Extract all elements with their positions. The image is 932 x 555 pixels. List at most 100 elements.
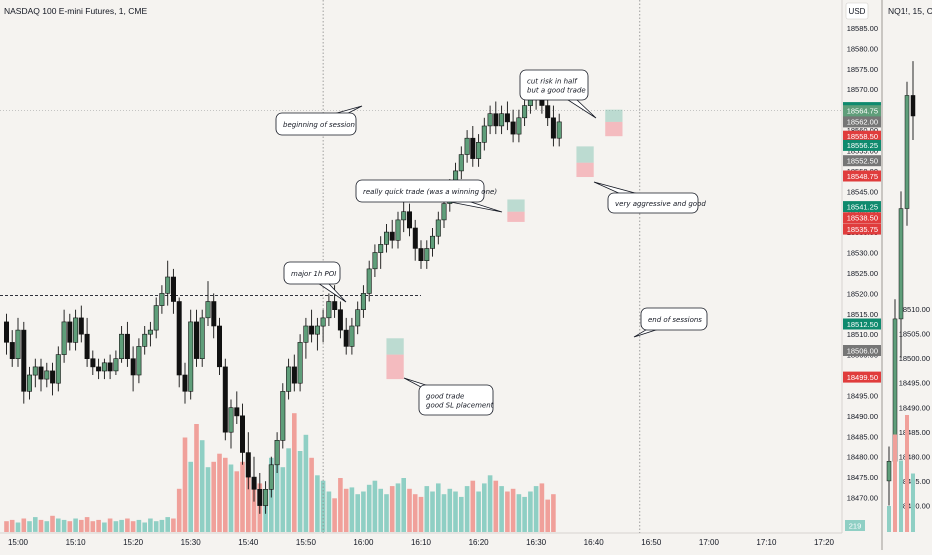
time-tick-label: 16:10 [411,538,432,547]
price-tick-label: 18470.00 [847,494,878,503]
candle-body [504,113,510,123]
candle-body [550,117,556,139]
candle-body [147,329,153,335]
reward-zone[interactable] [605,109,623,122]
candle-body [21,329,27,392]
candle-body [476,142,482,159]
candle-body [44,370,50,380]
currency-button[interactable] [845,2,869,20]
callout-mask [609,200,697,206]
price-tick-label: 18545.00 [847,187,878,196]
candle-body [124,333,130,360]
price-badge [843,371,881,383]
candle-body [349,325,355,347]
candle-body [355,309,361,327]
volume-bar [84,517,90,532]
candle-body [61,321,67,355]
reward-zone[interactable] [576,146,594,163]
price-badge-label: 18552.50 [847,157,878,166]
price-badge [843,170,881,182]
risk-zone[interactable] [576,162,594,178]
candles [4,85,562,514]
price-badge [843,212,881,224]
time-tick-label: 17:20 [814,538,835,547]
annotation-callout[interactable]: beginning of session [275,105,363,136]
candle-body [257,488,263,506]
candle-body [326,301,332,319]
candle-body [217,325,223,368]
candle-body [291,366,297,384]
price-tick-label: 18485.00 [847,432,878,441]
volume-bar [130,521,136,532]
candle-body [142,333,148,347]
reward-zone[interactable] [386,338,404,355]
annotations: beginning of session really quick trade (… [275,69,708,416]
price-tick-label: 18490.00 [847,412,878,421]
volume-bar [303,434,309,532]
candle-body [101,362,107,372]
callout-mask [285,270,339,276]
volume-bar [194,424,199,532]
annotation-callout[interactable]: end of sessions [633,307,708,338]
volume-bar [176,488,182,532]
candle-body [372,252,378,270]
candle-body [401,211,407,221]
volume-bar [418,496,424,532]
candle-body [194,321,200,359]
annotation-callout[interactable]: really quick trade (was a winning one) [355,179,503,213]
annotation-callout[interactable]: very aggressive and good [593,181,706,214]
candle-body [263,488,269,506]
price-badge [843,139,881,151]
volume-bar [366,484,372,533]
candle-body [435,219,441,237]
candle-body [136,346,142,376]
price-axis[interactable] [842,0,882,550]
volume-bar [33,517,38,532]
candle-body [268,464,274,490]
price-badge [843,223,881,235]
candle-body [159,293,165,306]
time-tick-label: 17:00 [699,538,720,547]
callout-mask [521,82,587,88]
volume-bar [505,491,510,532]
price-tick-label: 18585.00 [847,24,878,33]
volume-bar [217,453,222,532]
candle-body [113,358,119,372]
candle-body [182,374,188,392]
candle-body [499,113,505,127]
volume-bar [338,478,343,532]
candle-body [522,105,528,119]
volume-bar [182,437,188,532]
mini-volume-bar [899,460,903,532]
callout-mask [357,188,483,194]
risk-zone[interactable] [386,354,404,380]
risk-zone[interactable] [605,121,623,137]
price-tick-label: 18475.00 [847,473,878,482]
volume-bar [343,488,349,532]
candle-body [481,125,487,143]
volume-bar [234,471,240,533]
annotation-callout[interactable]: major 1h POI [283,261,347,303]
volume-bar [401,478,406,532]
price-tick-label: 18510.00 [847,330,878,339]
risk-zone[interactable] [507,211,525,222]
candle-body [251,476,257,490]
volume-bar [153,521,159,532]
candle-body [165,276,171,294]
candle-body [73,317,79,343]
candle-body [314,325,320,335]
price-tick-label: 18530.00 [847,249,878,258]
price-tick-label: 18555.00 [847,147,878,156]
time-tick-label: 16:20 [469,538,490,547]
candle-body [545,105,551,119]
reward-zone[interactable] [507,199,525,212]
candle-body [240,415,246,453]
volume-bar [102,522,107,532]
candle-body [15,329,21,360]
volume-bar [4,521,9,532]
volume-bar [251,478,257,532]
position-zones [386,109,623,380]
